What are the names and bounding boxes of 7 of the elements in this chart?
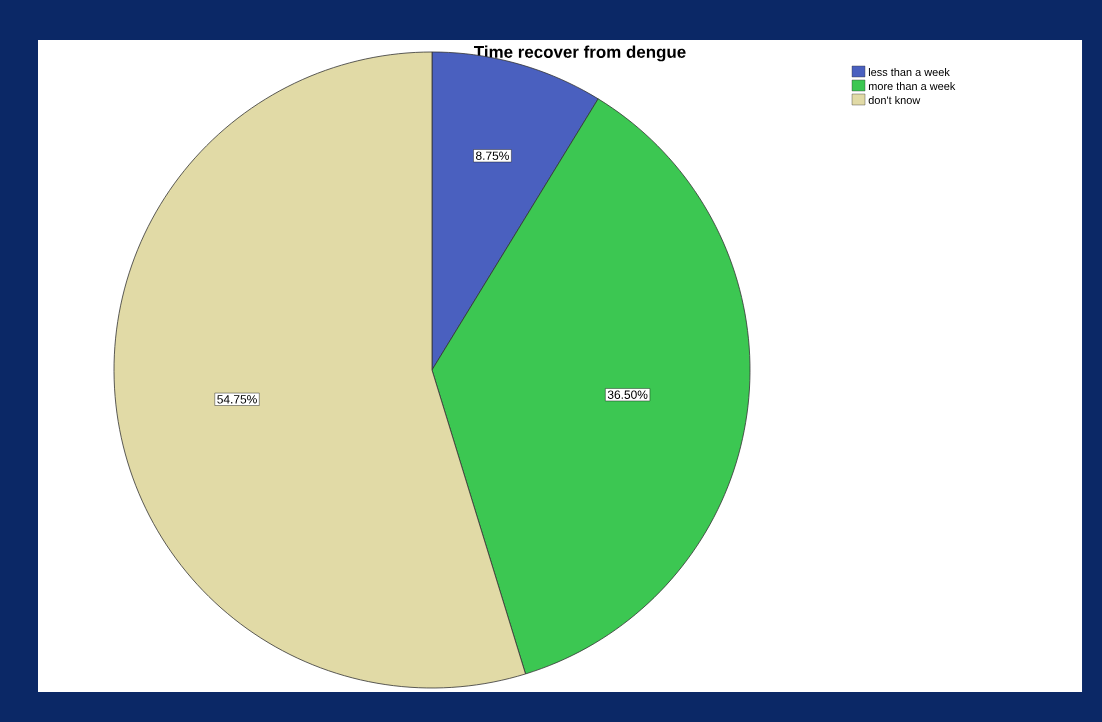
data-label: 36.50% (607, 390, 648, 399)
chart-title: Time recover from dengue (474, 45, 686, 62)
legend-label: less than a week (868, 67, 950, 77)
legend-label: don't know (868, 95, 921, 105)
data-label: 54.75% (217, 395, 257, 404)
data-label: 8.75% (475, 151, 509, 160)
legend-label: more than a week (868, 81, 956, 91)
